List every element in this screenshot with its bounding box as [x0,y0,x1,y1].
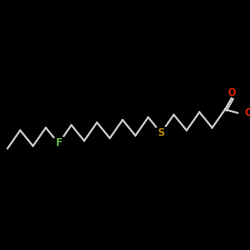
Text: OH: OH [244,108,250,118]
Text: S: S [158,128,164,138]
Text: O: O [228,88,235,98]
Text: F: F [55,138,62,148]
